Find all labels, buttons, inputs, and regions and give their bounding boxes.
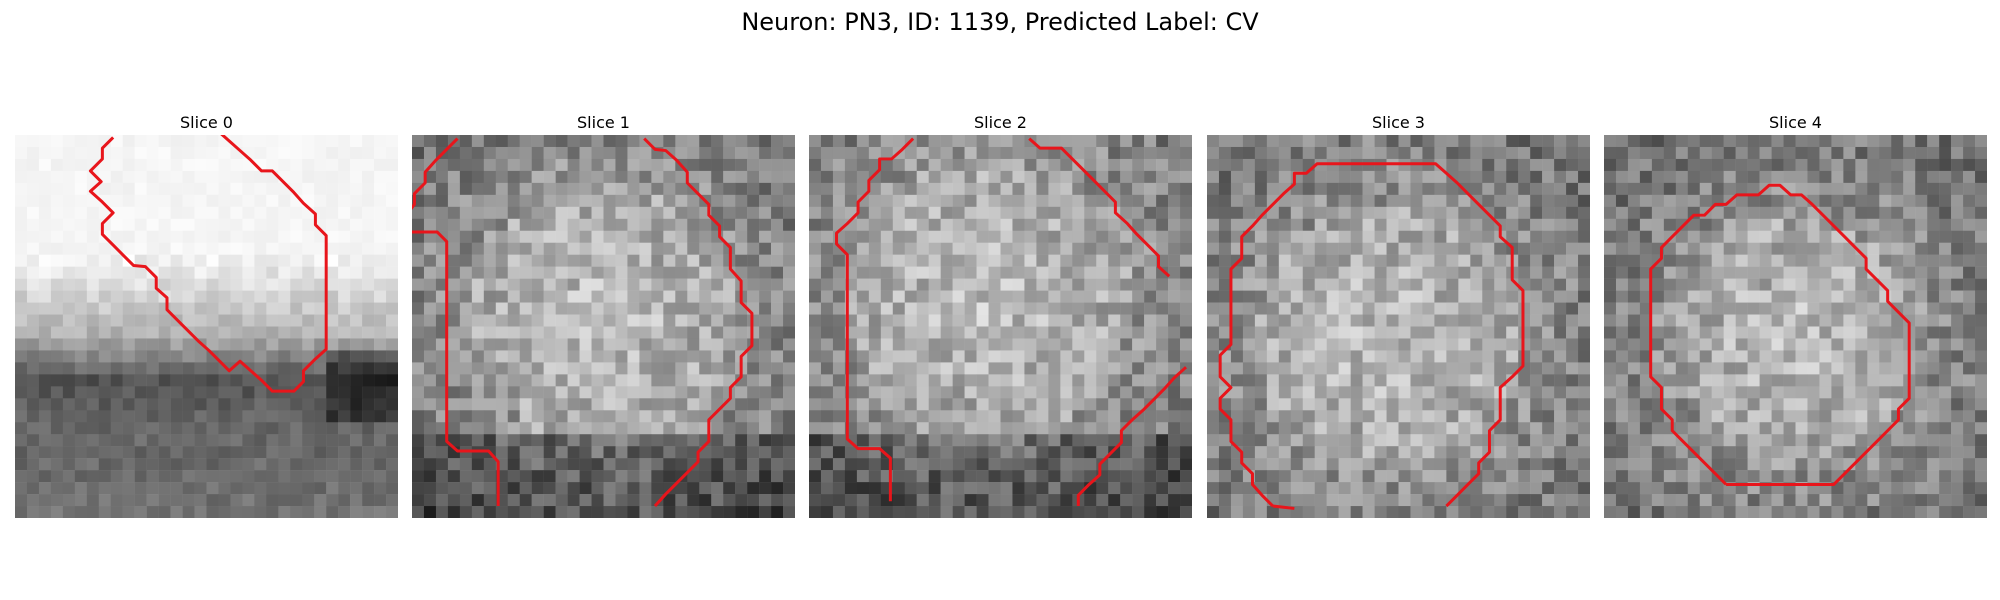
- slice-title-0: Slice 0: [180, 113, 233, 132]
- segmentation-contour: [1649, 183, 1911, 486]
- slice-panel-2: Slice 2: [809, 111, 1192, 518]
- segmentation-contour: [643, 137, 754, 508]
- segmentation-contour: [412, 230, 500, 507]
- segmentation-contour: [835, 137, 915, 502]
- slice-panel-3: Slice 3: [1207, 111, 1590, 518]
- segmentation-contour: [412, 137, 459, 210]
- grayscale-pixels: [412, 135, 795, 518]
- grayscale-pixels: [1604, 135, 1987, 518]
- segmentation-contour: [1272, 504, 1295, 510]
- slice-image-4: [1604, 135, 1987, 518]
- figure-title: Neuron: PN3, ID: 1139, Predicted Label: …: [741, 8, 1259, 36]
- segmentation-contour: [88, 135, 328, 393]
- slice-panel-1: Slice 1: [412, 111, 795, 518]
- grayscale-pixels: [809, 135, 1192, 518]
- slice-panel-4: Slice 4: [1604, 111, 1987, 518]
- slice-image-3: [1207, 135, 1590, 518]
- grayscale-pixels: [15, 135, 398, 518]
- slice-image-0: [15, 135, 398, 518]
- slice-panel-0: Slice 0: [15, 111, 398, 518]
- slice-image-1: [412, 135, 795, 518]
- slice-image-2: [809, 135, 1192, 518]
- slice-title-1: Slice 1: [577, 113, 630, 132]
- grayscale-pixels: [1207, 135, 1590, 518]
- segmentation-contour: [1218, 162, 1525, 508]
- segmentation-contour: [1076, 366, 1188, 507]
- segmentation-contour: [1028, 137, 1171, 278]
- slice-title-2: Slice 2: [974, 113, 1027, 132]
- slice-title-3: Slice 3: [1372, 113, 1425, 132]
- slice-title-4: Slice 4: [1769, 113, 1822, 132]
